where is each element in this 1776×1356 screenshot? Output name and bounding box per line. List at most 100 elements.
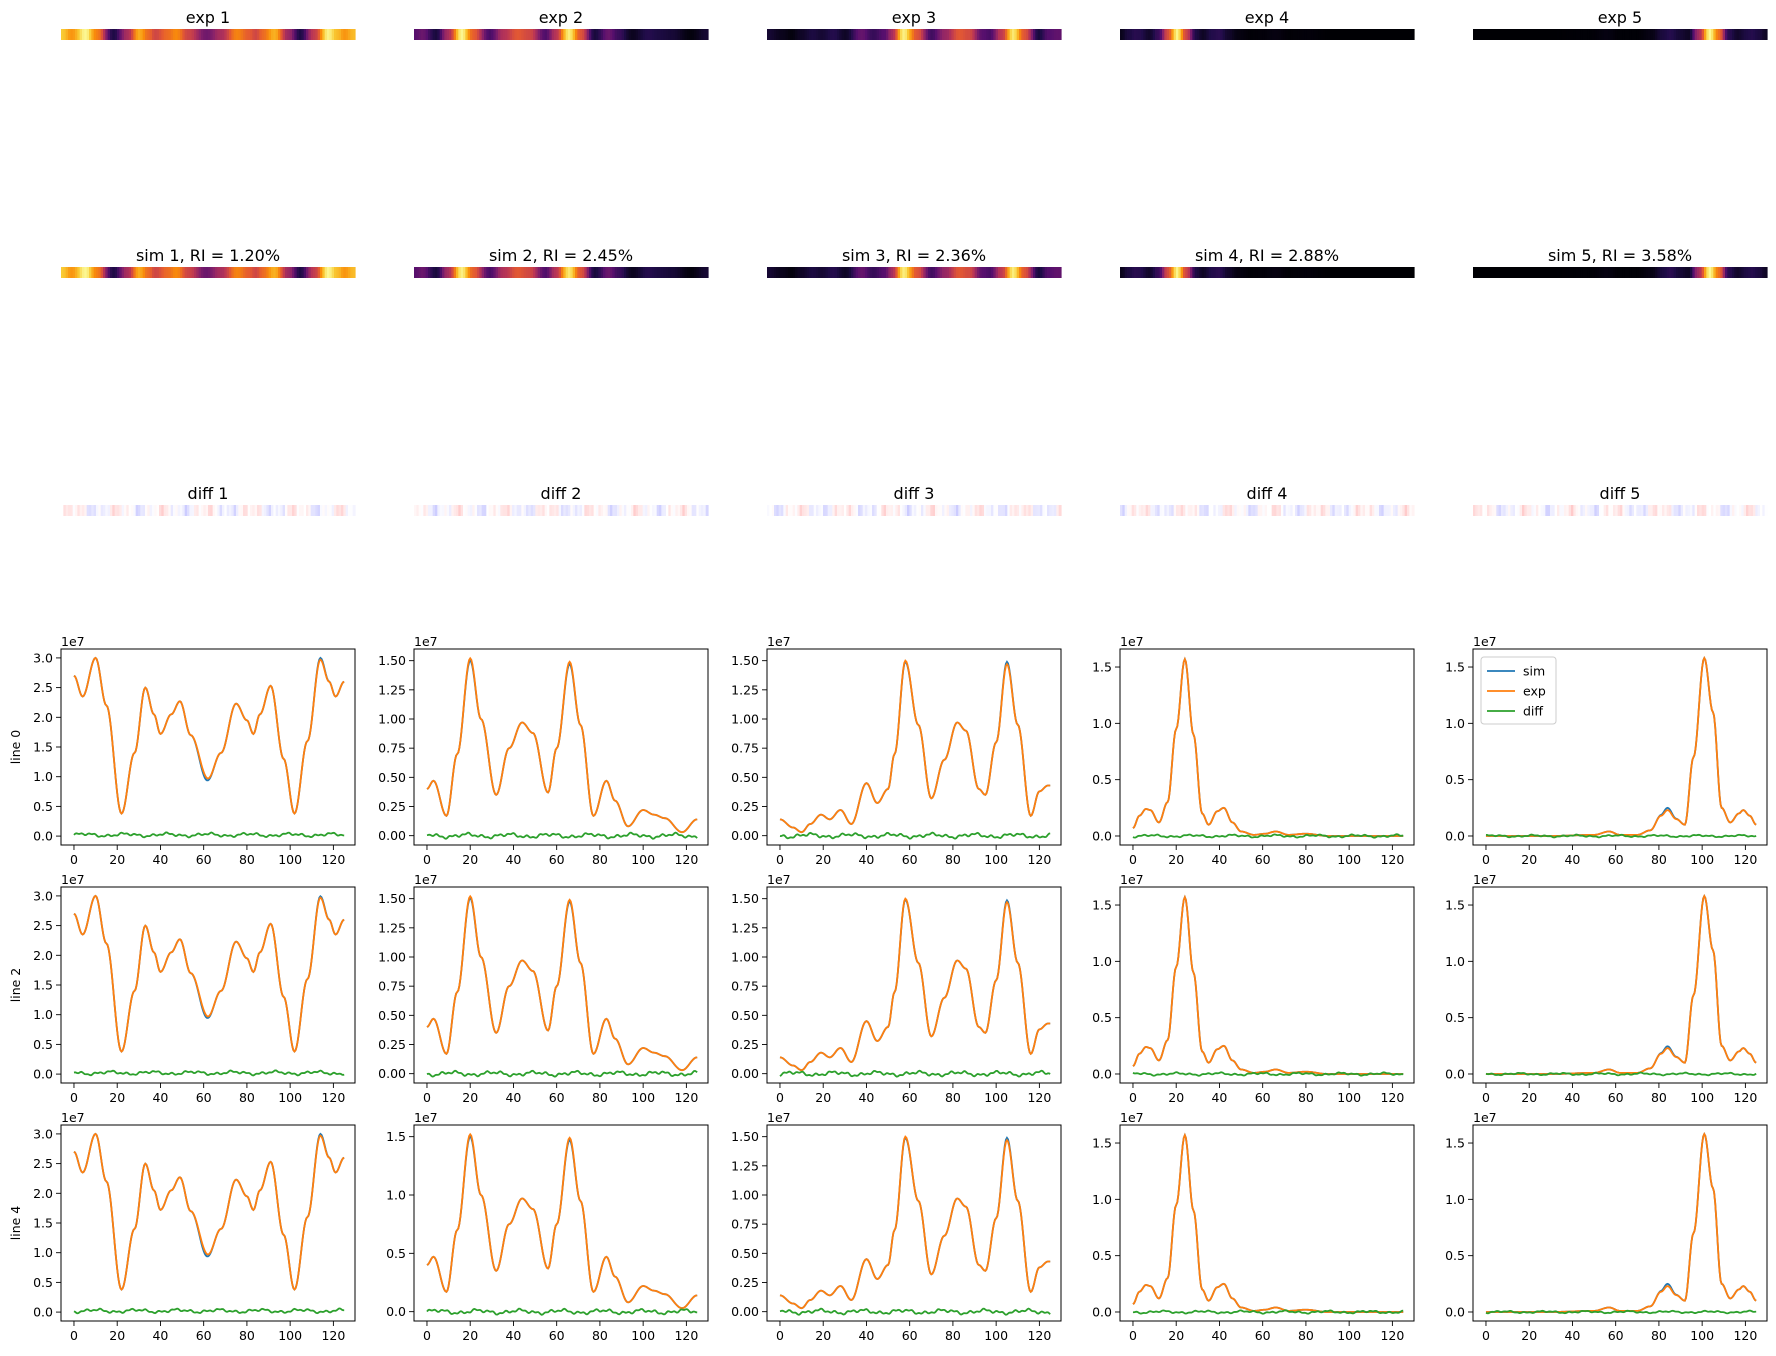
heatmap-pixel [1690, 29, 1693, 40]
heatmap-pixel [507, 505, 511, 516]
y-tick-label: 0.25 [731, 1275, 759, 1290]
x-tick-label: 40 [1211, 1328, 1227, 1343]
heatmap-pixel [1208, 29, 1212, 40]
heatmap-pixel [1411, 505, 1415, 516]
heatmap-pixel [70, 29, 74, 40]
heatmap-pixel [191, 267, 195, 278]
x-tick-label: 60 [549, 852, 565, 867]
heatmap-pixel [972, 29, 976, 40]
y-tick-label: 1.50 [731, 1129, 759, 1144]
heatmap-pixel [1750, 505, 1754, 516]
x-tick-label: 80 [1651, 1328, 1667, 1343]
heatmap-pixel [1676, 29, 1679, 40]
heatmap-pixel [285, 505, 288, 516]
heatmap-pixel [1678, 29, 1682, 40]
heatmap-pixel [855, 267, 859, 278]
heatmap-pixel [273, 29, 277, 40]
heatmap-pixel [212, 29, 216, 40]
heatmap-pixel [453, 505, 457, 516]
heatmap-pixel [806, 505, 810, 516]
heatmap-pixel [582, 267, 585, 278]
heatmap-pixel [1148, 505, 1151, 516]
heatmap-pixel [1218, 29, 1221, 40]
heatmap-pixel [535, 29, 539, 40]
heatmap-pixel [484, 29, 487, 40]
x-tick-label: 40 [505, 852, 521, 867]
heatmap-pixel [491, 267, 494, 278]
heatmap-pixel [86, 505, 90, 516]
heatmap-pixel [121, 267, 125, 278]
heatmap-pixel [1037, 29, 1041, 40]
heatmap-pixel [140, 267, 144, 278]
heatmap-exp-3 [767, 29, 1062, 40]
heatmap-pixel [1225, 505, 1228, 516]
heatmap-pixel [568, 267, 571, 278]
heatmap-pixel [175, 29, 179, 40]
y-tick-label: 1.5 [386, 1129, 406, 1144]
heatmap-pixel [923, 267, 927, 278]
heatmap-pixel [481, 267, 485, 278]
heatmap-pixel [1236, 29, 1240, 40]
heatmap-pixel [240, 267, 244, 278]
heatmap-pixel [1594, 29, 1598, 40]
heatmap-pixel [956, 505, 959, 516]
heatmap-pixel [1482, 505, 1486, 516]
heatmap-pixel [301, 267, 305, 278]
y-tick-label: 1.0 [33, 1007, 53, 1022]
heatmap-pixel [313, 505, 316, 516]
series-exp-line [426, 894, 698, 1072]
heatmap-pixel [958, 505, 962, 516]
heatmap-pixel [350, 29, 354, 40]
heatmap-pixel [544, 29, 548, 40]
heatmap-pixel [1757, 267, 1761, 278]
heatmap-pixel [1339, 29, 1343, 40]
series-sim-line [779, 1136, 1051, 1310]
heatmap-pixel [458, 29, 462, 40]
heatmap-pixel [1131, 505, 1135, 516]
heatmap-title-sim-1: sim 1, RI = 1.20% [136, 246, 280, 265]
heatmap-pixel [61, 505, 64, 516]
heatmap-pixel [1510, 267, 1514, 278]
heatmap-pixel [640, 267, 644, 278]
heatmap-pixel [224, 267, 228, 278]
heatmap-pixel [1522, 29, 1525, 40]
heatmap-pixel [874, 267, 878, 278]
heatmap-pixel [1589, 505, 1593, 516]
heatmap-pixel [117, 267, 120, 278]
heatmap-pixel [1187, 29, 1191, 40]
heatmap-pixel [437, 267, 441, 278]
heatmap-pixel [1512, 267, 1516, 278]
heatmap-pixel [266, 29, 270, 40]
heatmap-pixel [783, 29, 787, 40]
heatmap-pixel [282, 29, 286, 40]
heatmap-pixel [591, 29, 595, 40]
series-diff-line [1485, 1071, 1757, 1077]
heatmap-pixel [930, 29, 934, 40]
heatmap-pixel [668, 267, 672, 278]
heatmap-pixel [1058, 505, 1062, 516]
heatmap-pixel [1508, 505, 1511, 516]
heatmap-pixel [418, 505, 422, 516]
heatmap-pixel [584, 29, 588, 40]
heatmap-pixel [1512, 29, 1516, 40]
heatmap-pixel [229, 267, 232, 278]
heatmap-pixel [1526, 267, 1530, 278]
heatmap-pixel [1269, 505, 1273, 516]
heatmap-pixel [607, 29, 611, 40]
heatmap-pixel [1687, 505, 1691, 516]
series-diff-line [73, 1307, 345, 1315]
heatmap-pixel [1339, 267, 1343, 278]
heatmap-pixel [287, 505, 291, 516]
heatmap-pixel [1552, 29, 1556, 40]
heatmap-pixel [521, 505, 525, 516]
heatmap-pixel [561, 267, 564, 278]
x-tick-label: 20 [1168, 1090, 1184, 1105]
heatmap-pixel [1178, 267, 1182, 278]
heatmap-pixel [245, 29, 249, 40]
heatmap-pixel [1522, 505, 1525, 516]
y-tick-label: 0.0 [1445, 1304, 1465, 1319]
heatmap-pixel [853, 267, 857, 278]
